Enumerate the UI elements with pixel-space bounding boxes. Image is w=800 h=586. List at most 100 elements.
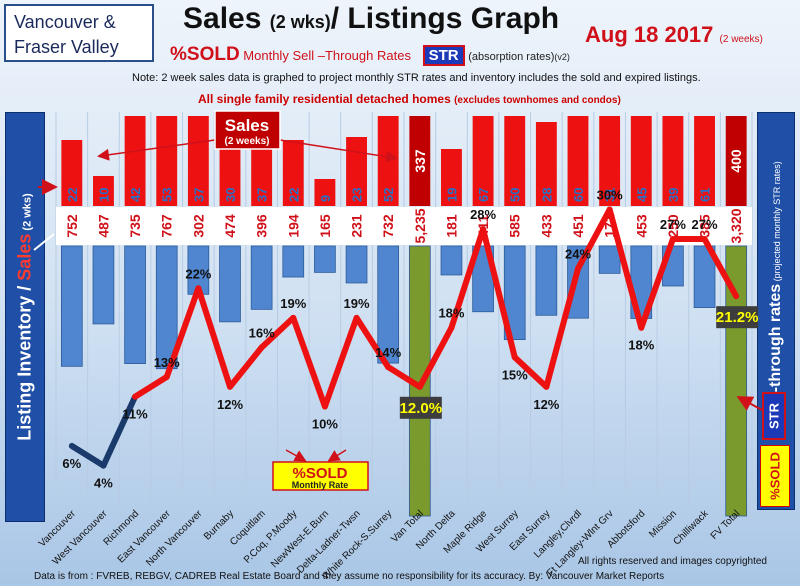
region-line-1: Vancouver & [14,12,116,32]
str-line-segment [701,236,740,300]
str-line-segment [638,236,676,331]
sold-callout-title: %SOLD [292,465,347,482]
right-pointer [736,396,763,411]
str-label: 14% [375,345,401,360]
region-line-2: Fraser Valley [14,37,119,57]
sales-bar [504,116,526,206]
chart-grid [55,112,753,510]
str-label: 27% [660,217,686,232]
inventory-label: 487 [95,214,111,238]
str-line-segment [163,285,202,380]
title-paren: (2 wks) [269,12,331,32]
sales-label: 67 [476,188,491,202]
str-labels: 6% 4% 11% 13% 22% 12% 16% 19% 10% 19% 14% 12.0% 18% 2… [62,188,758,491]
date-note: (2 weeks) [719,34,763,45]
sales-label: 10 [96,188,111,202]
inventory-label: 585 [507,214,523,238]
str-label: 10% [312,417,338,432]
sales-callout: Sales (2 weeks) [97,110,398,163]
sales-bar [282,140,304,206]
inventory-bar [124,245,146,364]
inventory-label: 194 [285,214,301,238]
str-line-segment [195,285,233,390]
sales-label: 39 [666,188,681,202]
str-badge: STR [422,45,465,66]
x-tick-label: NewWest-E.Burn [269,508,331,570]
inventory-bar [535,245,558,316]
sales-label: 60 [571,188,586,202]
str-label: 21.2% [716,309,759,326]
str-label: 30% [597,188,623,203]
x-tick-label: Chilliwack [671,508,711,548]
sales-label: 42 [128,188,143,202]
copyright-note: All rights reserved and images copyright… [578,556,767,567]
sales-bar [535,122,557,206]
inventory-label: 735 [127,214,143,238]
subtitle-sold: %SOLD [170,44,240,65]
right-axis-banner: Sell-through rates (projected monthly ST… [757,112,795,510]
inventory-label: 3,320 [728,208,744,243]
str-label: 18% [628,338,654,353]
inventory-label: 752 [64,214,80,238]
str-label: 15% [502,367,528,382]
str-label: 11% [122,407,148,422]
sales-label: 9 [318,195,333,202]
str-total-box [716,306,759,329]
sales-label: 23 [350,188,365,202]
str-line-segment [448,226,487,331]
subtitle-rates-prefix: Monthly [239,48,293,63]
chart-title: Sales (2 wks)/ Listings Graph [183,2,583,36]
inventory-bar [250,245,273,310]
x-tick-label: Mission [647,508,679,540]
inventory-label: 165 [317,214,333,238]
inventory-bar [92,245,115,325]
left-axis-banner: Listing Inventory / Sales (2 wks) [5,112,45,522]
str-label: 22% [185,266,211,281]
region-label-box: Vancouver & Fraser Valley [4,4,154,62]
sales-bar [441,149,462,206]
sales-bar [662,116,684,206]
inventory-bar [503,245,526,340]
sales-bar [567,116,589,206]
str-label: 27% [692,217,718,232]
sales-bar [725,116,747,206]
inventory-label: 396 [254,214,270,238]
sold-callout-sub: Monthly Rate [292,480,349,490]
inventory-label: 411 [475,214,491,237]
sales-label: 30 [223,188,238,202]
inventory-label: 767 [159,214,175,238]
right-sold-badge: %SOLD [760,445,790,507]
sales-label: 28 [539,188,554,202]
sales-callout-sub: (2 weeks) [224,136,269,147]
date-text: Aug 18 2017 [585,22,714,47]
str-label: 13% [154,355,180,370]
str-line-segment [543,265,581,390]
inventory-label-strip [56,207,752,245]
str-label: 12.0% [400,400,443,417]
str-text: (absorption rates) [468,51,555,63]
scope-main: All single family residential detached h… [198,92,451,106]
sales-bar [599,116,621,206]
str-label: 12% [217,397,243,412]
inventory-label: 474 [222,214,238,238]
str-label: 16% [249,325,275,340]
inventory-bar [282,245,305,278]
scope-text: All single family residential detached h… [198,92,621,106]
str-line-segment [385,364,423,390]
str-line-segment [606,206,645,331]
sales-bars: 22 10 42 53 37 30 37 22 9 23 52 337 19 67 50 28 60 31 45 39… [61,116,747,206]
str-line-segment [416,324,455,390]
str-label: 19% [344,296,370,311]
str-line-segment [480,226,518,361]
sales-callout-title: Sales [225,116,269,135]
sales-bar [124,116,146,206]
subtitle-rates: Sell –Through Rates [292,48,411,63]
inventory-bar [345,245,368,284]
str-line-segment [353,314,392,371]
sales-label: 400 [728,149,744,173]
report-date: Aug 18 2017 (2 weeks) [585,22,763,48]
inventory-label: 5,235 [412,208,428,243]
sales-label: 61 [698,188,713,202]
str-line-segment [68,442,107,469]
